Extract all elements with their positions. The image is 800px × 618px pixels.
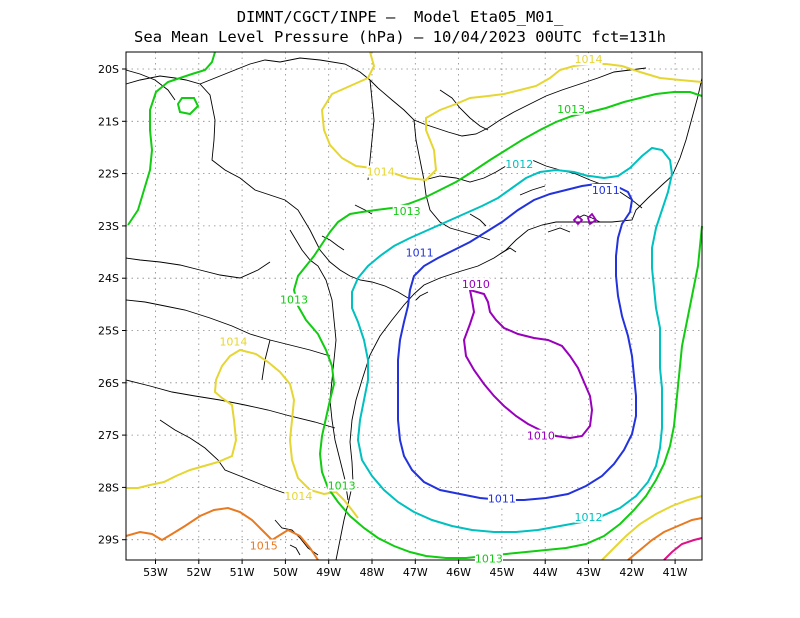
contour-labels: 1014 1013 1014 1012 1011 1013 1011 1010 1013 1014… xyxy=(219,53,620,566)
map-title: DIMNT/CGCT/INPE – Model Eta05_M01_ xyxy=(236,8,564,26)
contour-label-bg xyxy=(474,552,503,565)
contour-label-bg xyxy=(366,165,395,178)
lon-tick-label: 53W xyxy=(143,566,168,579)
contour-label-1012: 1012 xyxy=(505,158,533,171)
contour-label-1014: 1014 xyxy=(367,166,395,179)
lon-tick-label: 45W xyxy=(489,566,514,579)
contour-label-1014: 1014 xyxy=(284,490,312,503)
bay-outline xyxy=(439,89,489,131)
coast-islands xyxy=(547,227,571,233)
isobar-1014-left xyxy=(126,348,359,519)
lat-tick-label: 27S xyxy=(98,429,119,442)
lon-tick-label: 51W xyxy=(230,566,255,579)
contour-label-bg xyxy=(526,429,555,442)
contour-label-1015: 1015 xyxy=(250,540,278,553)
lon-tick-label: 42W xyxy=(619,566,644,579)
contour-label-1014: 1014 xyxy=(219,336,247,349)
contour-label-1011: 1011 xyxy=(592,184,620,197)
contour-label-bg xyxy=(557,102,586,115)
contour-label-bg xyxy=(591,183,620,196)
lat-tick-label: 24S xyxy=(98,272,119,285)
contour-label-bg xyxy=(405,246,434,259)
lon-tick-label: 43W xyxy=(576,566,601,579)
lon-tick-label: 46W xyxy=(446,566,471,579)
contour-label-1013: 1013 xyxy=(475,553,503,566)
lat-tick-label: 21S xyxy=(98,115,119,128)
contour-label-1010: 1010 xyxy=(462,278,490,291)
map-subtitle: Sea Mean Level Pressure (hPa) – 10/04/20… xyxy=(134,28,666,46)
lat-tick-label: 23S xyxy=(98,220,119,233)
contour-label-1013: 1013 xyxy=(557,103,585,116)
contour-label-bg xyxy=(574,510,603,523)
state-borders xyxy=(125,75,409,299)
isobar-1012 xyxy=(351,146,674,533)
contour-label-bg xyxy=(219,335,248,348)
contour-label-bg xyxy=(392,204,421,217)
lon-tick-label: 49W xyxy=(316,566,341,579)
isobar-1014-right xyxy=(601,495,703,561)
isobar-1010 xyxy=(462,288,594,440)
contour-label-bg xyxy=(284,489,313,502)
contour-label-bg xyxy=(487,492,516,505)
lon-tick-label: 47W xyxy=(403,566,428,579)
lon-tick-label: 41W xyxy=(663,566,688,579)
contour-label-bg xyxy=(461,278,490,291)
contour-label-1012: 1012 xyxy=(575,511,603,524)
lon-tick-label: 44W xyxy=(533,566,558,579)
graticule xyxy=(126,52,702,560)
contour-label-1014: 1014 xyxy=(575,53,603,66)
contour-label-bg xyxy=(574,53,603,66)
contour-label-bg xyxy=(327,479,356,492)
lat-tick-label: 29S xyxy=(98,534,119,547)
coastline xyxy=(125,57,703,561)
lon-tick-label: 50W xyxy=(273,566,298,579)
contour-label-1010: 1010 xyxy=(527,430,555,443)
isobar-1015-right xyxy=(627,517,703,561)
isobar-1015-left xyxy=(125,506,319,561)
contour-label-1013: 1013 xyxy=(328,479,356,492)
isobar-1013-topleft xyxy=(127,51,216,226)
lon-tick-label: 48W xyxy=(360,566,385,579)
contour-label-1013: 1013 xyxy=(393,205,421,218)
isobar-1016 xyxy=(663,537,703,561)
isobar-1010-small xyxy=(572,214,584,226)
lat-tick-label: 22S xyxy=(98,168,119,181)
contour-label-1013: 1013 xyxy=(280,294,308,307)
isobar-1011 xyxy=(397,183,637,501)
brazil-coastline xyxy=(335,77,703,561)
map-frame xyxy=(125,51,703,561)
lon-tick-label: 52W xyxy=(186,566,211,579)
lat-tick-label: 26S xyxy=(98,377,119,390)
isobar-1013-main xyxy=(292,91,703,559)
contour-label-bg xyxy=(505,157,534,170)
isobar-1013-bubble xyxy=(176,97,200,116)
contour-label-1011: 1011 xyxy=(406,247,434,260)
contour-label-bg xyxy=(280,293,309,306)
lat-tick-label: 28S xyxy=(98,481,119,494)
axis-ticks: 20S 21S 22S 23S 24S 25S 26S 27S 28S 29S 53W 52W 51W 5… xyxy=(98,63,688,579)
contour-label-1011: 1011 xyxy=(488,492,516,505)
lat-tick-label: 20S xyxy=(98,63,119,76)
contour-label-bg xyxy=(249,539,278,552)
lat-tick-label: 25S xyxy=(98,325,119,338)
